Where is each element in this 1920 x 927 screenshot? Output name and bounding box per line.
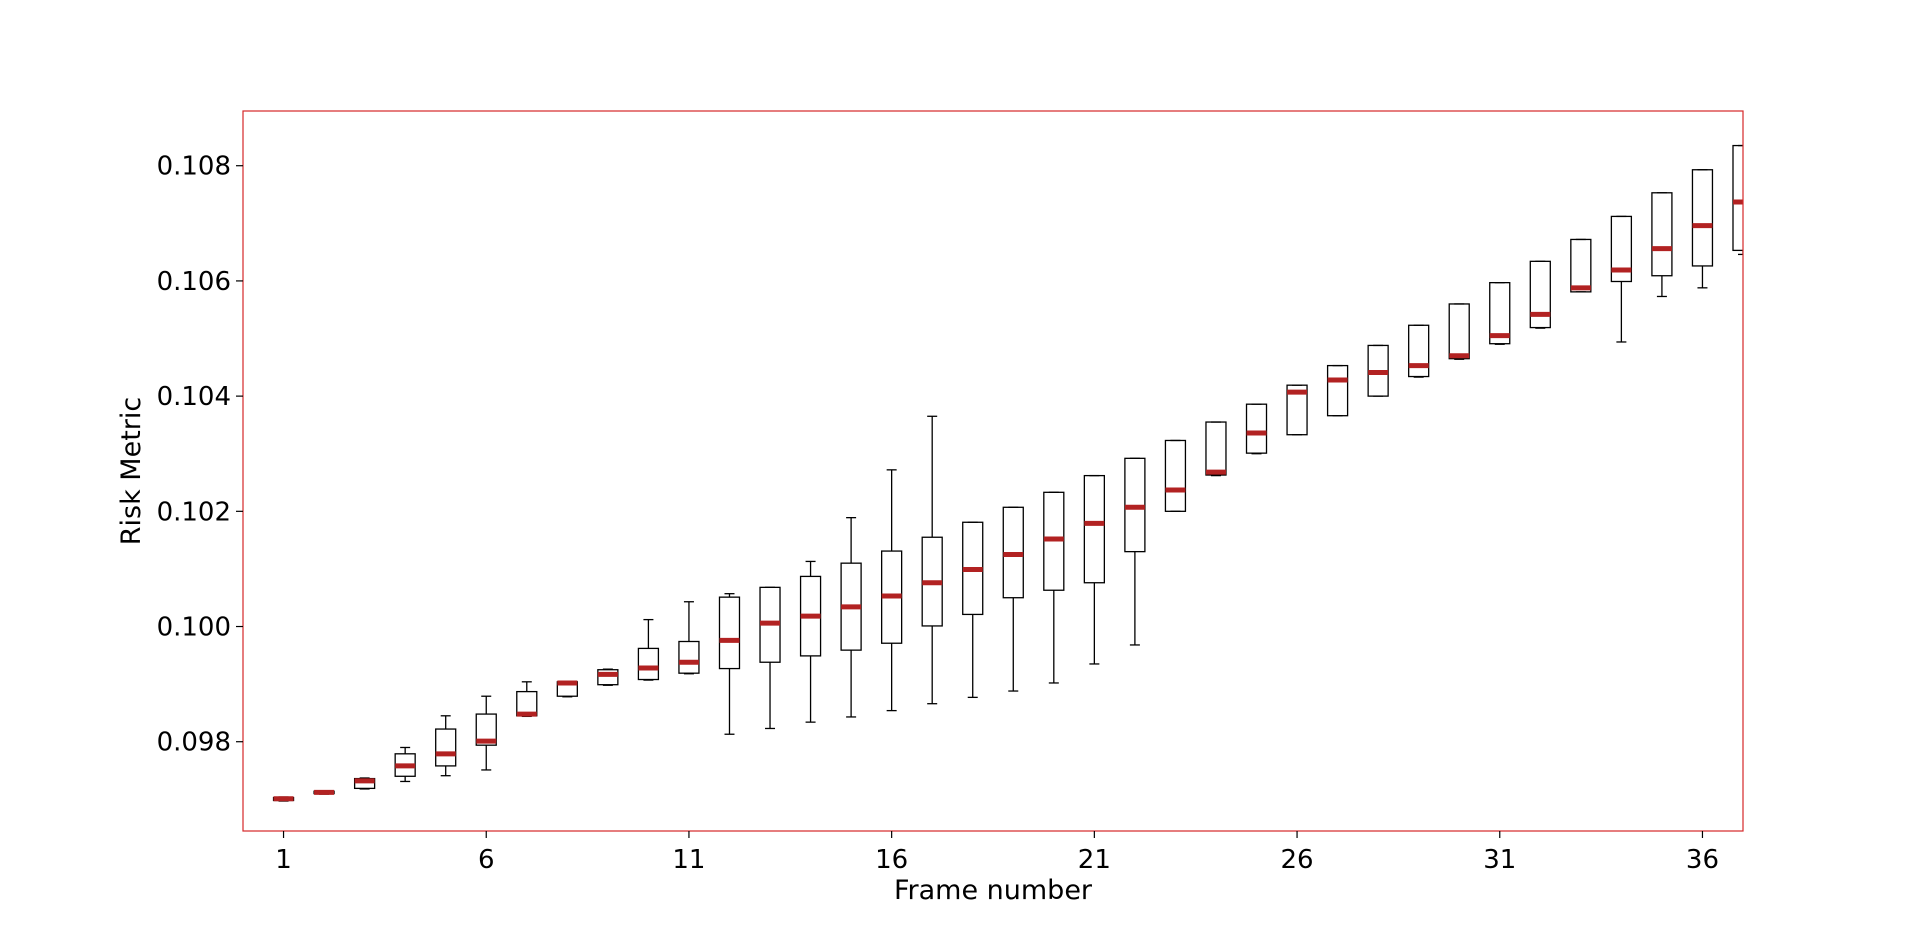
box-21 bbox=[1083, 474, 1106, 584]
box-frame-10 bbox=[637, 618, 660, 681]
box-frame-5 bbox=[435, 715, 457, 777]
box-frame-23 bbox=[1164, 439, 1187, 512]
box-frame-21 bbox=[1083, 474, 1106, 665]
plot-area-background bbox=[243, 111, 1743, 831]
box-frame-35 bbox=[1651, 192, 1673, 298]
box-frame-28 bbox=[1367, 344, 1389, 397]
plot-frame bbox=[242, 110, 1744, 832]
box-frame-32 bbox=[1529, 260, 1551, 329]
box-25 bbox=[1245, 403, 1268, 454]
box-frame-24 bbox=[1205, 421, 1227, 477]
box-series bbox=[272, 144, 1743, 802]
y-tick-label-4: 0.106 bbox=[157, 267, 231, 297]
x-axis-label: Frame number bbox=[894, 875, 1093, 906]
box-12 bbox=[718, 596, 741, 670]
box-frame-22 bbox=[1124, 457, 1146, 646]
box-frame-7 bbox=[516, 681, 538, 718]
x-tick-label-21: 21 bbox=[1078, 845, 1111, 875]
box-frame-6 bbox=[475, 695, 497, 771]
box-frame-37 bbox=[1732, 144, 1743, 256]
box-37 bbox=[1732, 144, 1743, 252]
box-30 bbox=[1448, 303, 1470, 360]
box-frame-31 bbox=[1489, 281, 1511, 345]
y-axis-label: Risk Metric bbox=[116, 397, 147, 546]
y-tick-label-2: 0.102 bbox=[157, 497, 231, 527]
x-tick-label-6: 6 bbox=[478, 845, 495, 875]
y-tick-label-3: 0.104 bbox=[157, 382, 231, 412]
box-frame-20 bbox=[1043, 491, 1065, 684]
box-frame-14 bbox=[799, 560, 822, 723]
box-frame-27 bbox=[1326, 364, 1349, 417]
box-frame-18 bbox=[962, 521, 984, 699]
y-axis: 0.098 0.100 0.102 0.104 0.106 0.108 bbox=[157, 152, 243, 758]
box-frame-25 bbox=[1245, 403, 1268, 455]
x-tick-label-11: 11 bbox=[672, 845, 705, 875]
box-5 bbox=[435, 728, 457, 767]
x-tick-label-31: 31 bbox=[1483, 845, 1516, 875]
x-tick-label-36: 36 bbox=[1686, 845, 1719, 875]
box-frame-16 bbox=[880, 469, 903, 712]
box-frame-26 bbox=[1286, 384, 1308, 436]
x-tick-label-1: 1 bbox=[275, 845, 292, 875]
box-frame-33 bbox=[1570, 238, 1592, 293]
box-9 bbox=[597, 669, 619, 686]
x-axis: 1 6 11 16 21 26 31 36 bbox=[275, 831, 1719, 875]
box-frame-3 bbox=[353, 777, 376, 790]
box-frame-29 bbox=[1408, 324, 1430, 378]
box-32 bbox=[1529, 260, 1551, 329]
box-10 bbox=[637, 647, 660, 681]
box-frame-11 bbox=[678, 601, 700, 675]
box-11 bbox=[678, 640, 700, 674]
box-frame-15 bbox=[840, 517, 862, 718]
box-35 bbox=[1651, 192, 1673, 277]
box-frame-34 bbox=[1610, 215, 1633, 343]
y-tick-label-1: 0.100 bbox=[157, 613, 231, 643]
box-frame-17 bbox=[921, 415, 943, 705]
box-23 bbox=[1164, 439, 1187, 512]
box-frame-12 bbox=[718, 593, 741, 735]
box-frame-13 bbox=[759, 586, 781, 730]
box-27 bbox=[1326, 364, 1349, 417]
box-frame-30 bbox=[1448, 303, 1470, 360]
box-24 bbox=[1205, 421, 1227, 476]
box-frame-19 bbox=[1002, 506, 1024, 692]
box-frame-8 bbox=[556, 680, 578, 698]
box-36 bbox=[1691, 169, 1714, 267]
box-frame-1 bbox=[272, 796, 295, 802]
box-frame-4 bbox=[394, 746, 416, 783]
box-29 bbox=[1408, 324, 1430, 378]
box-31 bbox=[1489, 281, 1511, 345]
y-tick-label-0: 0.098 bbox=[157, 728, 231, 758]
x-tick-label-26: 26 bbox=[1281, 845, 1314, 875]
box-6 bbox=[475, 713, 497, 746]
box-frame-9 bbox=[597, 668, 619, 686]
x-tick-label-16: 16 bbox=[875, 845, 908, 875]
box-33 bbox=[1570, 238, 1592, 293]
y-tick-label-5: 0.108 bbox=[157, 152, 231, 182]
box-frame-36 bbox=[1691, 169, 1714, 289]
box-frame-2 bbox=[313, 789, 335, 795]
box-34 bbox=[1610, 215, 1633, 283]
box-26 bbox=[1286, 384, 1308, 436]
